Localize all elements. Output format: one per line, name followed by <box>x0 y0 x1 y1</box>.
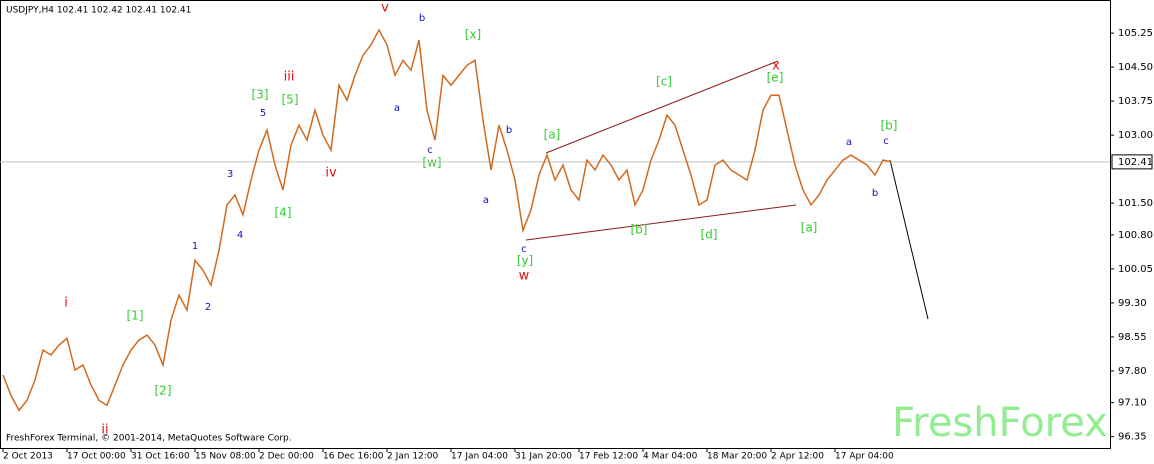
wave-label: c <box>883 136 889 147</box>
wave-label: 3 <box>227 169 233 180</box>
wave-label: b <box>419 13 425 24</box>
wave-label: [c] <box>656 75 672 89</box>
wave-label: iv <box>325 166 337 181</box>
x-tick-label: 4 Mar 04:00 <box>643 452 698 462</box>
x-tick-label: 2 Jan 12:00 <box>387 452 439 462</box>
wave-label: [y] <box>517 254 533 268</box>
trendline <box>545 60 779 154</box>
y-tick-label: 97.10 <box>1118 398 1147 409</box>
wave-label: iii <box>284 70 295 85</box>
wave-label: [e] <box>767 71 784 85</box>
wave-label: ii <box>101 423 108 438</box>
wave-label: a <box>483 195 489 206</box>
price-box <box>1111 154 1153 170</box>
wave-label: [w] <box>422 156 441 170</box>
wave-label: 2 <box>205 302 211 313</box>
y-tick-label: 104.50 <box>1118 62 1153 73</box>
y-tick-label: 101.50 <box>1118 198 1153 209</box>
plot-frame <box>0 0 1111 449</box>
wave-label: c <box>427 145 433 156</box>
chart-title: USDJPY,H4 102.41 102.42 102.41 102.41 <box>6 6 191 16</box>
watermark: FreshForex <box>892 400 1108 446</box>
trendline <box>525 204 797 241</box>
wave-label: v <box>381 1 389 16</box>
y-tick-label: 103.75 <box>1118 96 1153 107</box>
y-tick-label: 105.25 <box>1118 28 1153 39</box>
x-tick-label: 2 Oct 2013 <box>3 452 53 462</box>
y-tick-label: 98.55 <box>1118 332 1147 343</box>
wave-label: [a] <box>544 128 561 142</box>
wave-label: 1 <box>192 241 198 252</box>
y-tick-label: 96.35 <box>1118 432 1147 443</box>
wave-label: c <box>521 244 527 255</box>
projection-line <box>889 159 929 320</box>
x-tick-label: 2 Dec 00:00 <box>259 452 314 462</box>
price-line-series <box>2 28 892 412</box>
footer: FreshForex Terminal, © 2001-2014, MetaQu… <box>6 434 292 444</box>
wave-label: [x] <box>465 28 481 42</box>
y-tick-label: 103.00 <box>1118 130 1153 141</box>
wave-label: x <box>772 59 780 74</box>
x-tick-label: 15 Nov 08:00 <box>195 452 256 462</box>
wave-label: [d] <box>701 228 718 242</box>
wave-label: [5] <box>282 93 299 107</box>
wave-label: 5 <box>260 108 266 119</box>
wave-label: [1] <box>127 309 144 323</box>
x-tick-label: 16 Dec 16:00 <box>323 452 384 462</box>
wave-label: b <box>506 125 512 136</box>
y-tick-label: 100.80 <box>1118 230 1153 241</box>
y-tick-label: 97.80 <box>1118 366 1147 377</box>
wave-label: a <box>846 137 852 148</box>
x-tick-label: 17 Apr 04:00 <box>835 452 894 462</box>
x-tick-label: 17 Oct 00:00 <box>67 452 126 462</box>
wave-label: i <box>64 296 68 311</box>
wave-label: [a] <box>801 221 818 235</box>
wave-label: b <box>872 188 878 199</box>
x-tick-label: 2 Apr 12:00 <box>771 452 824 462</box>
y-tick-label: 99.30 <box>1118 298 1147 309</box>
x-tick-label: 17 Jan 04:00 <box>451 452 508 462</box>
wave-labels: i ii [1] [2] 1 2 3 4 5 [3] [4] [5] iii i… <box>64 1 897 438</box>
wave-label: [b] <box>631 223 648 237</box>
price-label: 102.41 <box>1118 157 1153 168</box>
wave-label: w <box>519 269 530 284</box>
wave-label: a <box>394 103 400 114</box>
wave-label: [b] <box>881 119 898 133</box>
x-tick-label: 18 Mar 20:00 <box>707 452 767 462</box>
x-tick-label: 17 Feb 12:00 <box>579 452 638 462</box>
wave-label: 4 <box>237 230 243 241</box>
wave-label: [2] <box>155 384 172 398</box>
x-tick-label: 31 Jan 20:00 <box>515 452 572 462</box>
wave-label: [3] <box>252 88 269 102</box>
wave-label: [4] <box>275 206 292 220</box>
y-tick-label: 100.05 <box>1118 264 1153 275</box>
x-tick-label: 31 Oct 16:00 <box>131 452 190 462</box>
